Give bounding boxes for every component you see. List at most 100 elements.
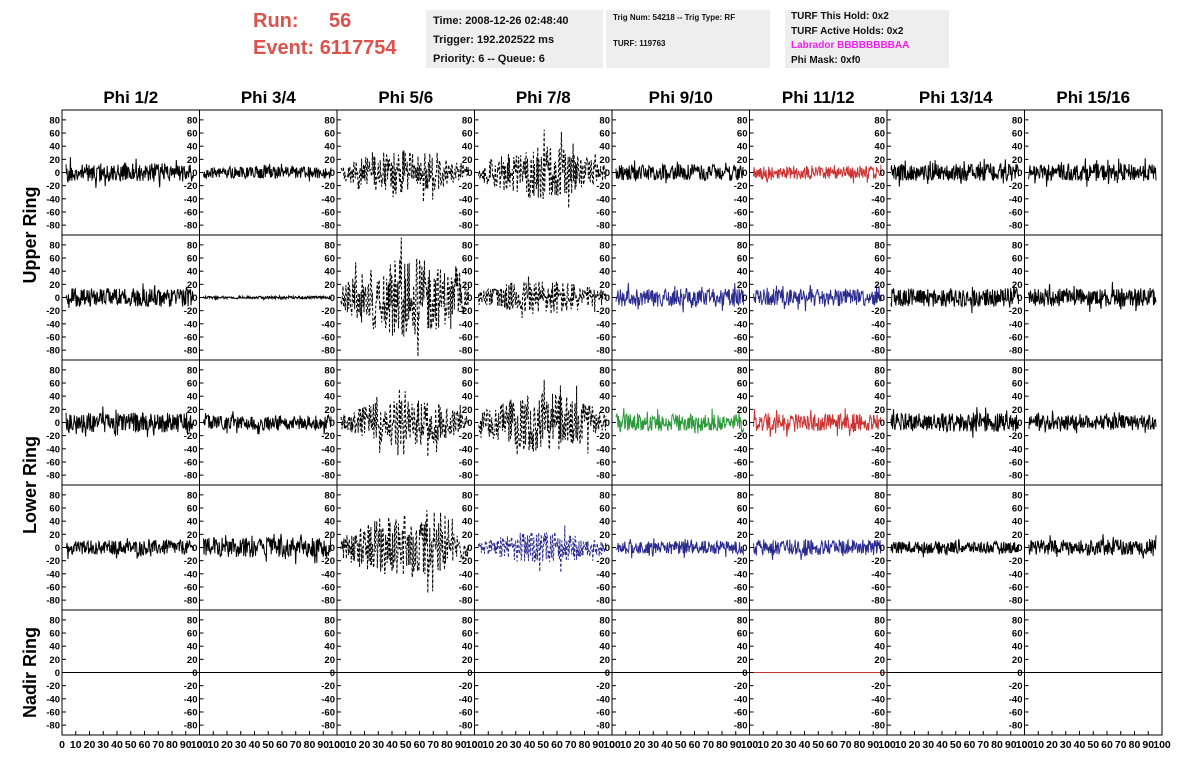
y-tick-label: -20 (46, 681, 60, 692)
y-tick-label: -20 (184, 431, 198, 442)
x-tick-label: 0 (609, 739, 615, 751)
y-tick-label: 0 (330, 168, 335, 179)
y-tick-label: 20 (462, 280, 473, 291)
x-tick-label: 90 (317, 739, 329, 751)
y-tick-label: -80 (46, 346, 60, 357)
y-tick-label: 80 (324, 615, 335, 626)
y-tick-label: -60 (46, 207, 60, 218)
y-tick-label: 0 (1017, 543, 1022, 554)
y-tick-label: -40 (1009, 444, 1023, 455)
y-tick-label: 60 (599, 379, 610, 390)
y-tick-label: 60 (187, 629, 198, 640)
x-tick-label: 10 (895, 739, 907, 751)
trig-num-text: Trig Num: 54218 -- Trig Type: RF (613, 13, 736, 22)
y-tick-label: 0 (55, 543, 60, 554)
waveform-trace (1028, 158, 1157, 187)
y-tick-label: -80 (459, 721, 473, 732)
column-title: Phi 11/12 (782, 88, 855, 107)
y-tick-label: 20 (1012, 280, 1023, 291)
column-title: Phi 13/14 (919, 88, 993, 107)
y-tick-label: -60 (1009, 707, 1023, 718)
y-tick-label: 40 (599, 642, 610, 653)
column-title: Phi 3/4 (241, 88, 296, 107)
y-tick-label: 60 (187, 129, 198, 140)
y-tick-label: 80 (1012, 490, 1023, 501)
x-tick-label: 90 (1142, 739, 1154, 751)
x-tick-label: 0 (1022, 739, 1028, 751)
y-tick-label: -80 (596, 596, 610, 607)
x-tick-label: 80 (716, 739, 728, 751)
y-tick-label: 60 (1012, 129, 1023, 140)
y-tick-label: -60 (184, 457, 198, 468)
y-tick-label: -80 (871, 221, 885, 232)
y-tick-label: 0 (55, 418, 60, 429)
y-tick-label: 20 (187, 530, 198, 541)
y-tick-label: -40 (184, 444, 198, 455)
y-tick-label: 40 (462, 267, 473, 278)
y-tick-label: 0 (330, 543, 335, 554)
y-tick-label: 0 (1017, 293, 1022, 304)
y-tick-label: 60 (462, 504, 473, 515)
y-tick-label: 40 (462, 642, 473, 653)
waveform-trace (753, 408, 882, 437)
y-tick-label: 80 (737, 490, 748, 501)
y-tick-label: -40 (321, 194, 335, 205)
y-tick-label: -40 (46, 444, 60, 455)
y-tick-label: 40 (324, 517, 335, 528)
y-tick-label: 0 (1017, 168, 1022, 179)
y-tick-label: 60 (49, 504, 60, 515)
y-tick-label: 40 (49, 142, 60, 153)
y-tick-label: 80 (187, 615, 198, 626)
y-tick-label: 80 (324, 240, 335, 251)
y-tick-label: -40 (1009, 319, 1023, 330)
x-tick-label: 0 (197, 739, 203, 751)
y-tick-label: 40 (737, 142, 748, 153)
y-tick-label: 0 (192, 168, 197, 179)
y-tick-label: -60 (871, 582, 885, 593)
y-tick-label: 0 (880, 418, 885, 429)
y-tick-label: -60 (459, 707, 473, 718)
x-tick-label: 60 (551, 739, 563, 751)
x-tick-label: 50 (675, 739, 687, 751)
y-tick-label: 60 (737, 254, 748, 265)
y-tick-label: -40 (734, 194, 748, 205)
y-tick-label: 60 (49, 379, 60, 390)
y-tick-label: -40 (596, 694, 610, 705)
waveform-trace (65, 538, 194, 560)
y-tick-label: -20 (1009, 681, 1023, 692)
y-tick-label: -80 (321, 596, 335, 607)
y-tick-label: -20 (46, 431, 60, 442)
y-tick-label: -40 (184, 194, 198, 205)
y-tick-label: -60 (459, 457, 473, 468)
y-tick-label: 40 (737, 517, 748, 528)
waveform-trace (615, 282, 744, 313)
y-tick-label: 20 (1012, 405, 1023, 416)
phi-mask-text: Phi Mask: 0xf0 (791, 54, 861, 66)
y-tick-label: 60 (324, 504, 335, 515)
waveform-trace (890, 539, 1019, 558)
row-label: Nadir Ring (20, 627, 40, 718)
column-title: Phi 1/2 (103, 88, 158, 107)
y-tick-label: 20 (324, 655, 335, 666)
y-tick-label: 20 (737, 155, 748, 166)
x-tick-label: 60 (139, 739, 151, 751)
y-tick-label: -60 (1009, 457, 1023, 468)
y-tick-label: 60 (874, 379, 885, 390)
turf-text: TURF: 119763 (613, 39, 666, 48)
y-tick-label: 20 (874, 155, 885, 166)
y-tick-label: 60 (874, 129, 885, 140)
y-tick-label: 40 (1012, 642, 1023, 653)
y-tick-label: -40 (871, 194, 885, 205)
y-tick-label: 80 (462, 365, 473, 376)
y-tick-label: -80 (321, 721, 335, 732)
y-tick-label: -20 (321, 681, 335, 692)
y-tick-label: -20 (1009, 431, 1023, 442)
x-tick-label: 40 (111, 739, 123, 751)
y-tick-label: -40 (734, 569, 748, 580)
waveform-trace (203, 294, 332, 301)
waveform-trace (753, 284, 882, 312)
x-tick-label: 40 (524, 739, 536, 751)
y-tick-label: -80 (184, 346, 198, 357)
y-tick-label: 80 (462, 240, 473, 251)
x-tick-label: 20 (84, 739, 96, 751)
